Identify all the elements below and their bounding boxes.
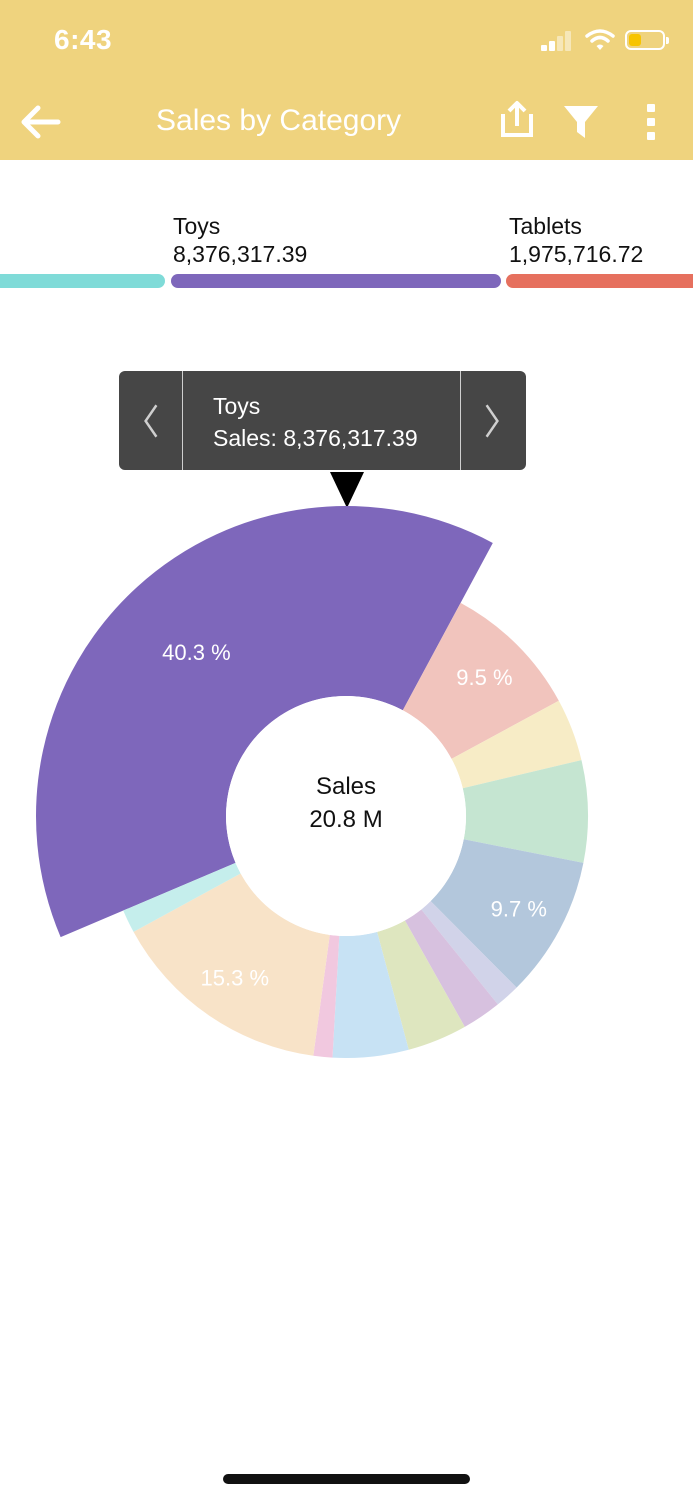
home-indicator bbox=[223, 1474, 470, 1484]
chevron-left-icon bbox=[144, 404, 158, 438]
donut-slice-7[interactable] bbox=[377, 920, 465, 1050]
tooltip-sales: Sales: 8,376,317.39 bbox=[213, 425, 418, 451]
donut-slice-8[interactable] bbox=[332, 931, 409, 1058]
back-button[interactable] bbox=[18, 100, 62, 144]
donut-slice-3[interactable] bbox=[462, 760, 588, 863]
share-icon bbox=[501, 101, 533, 137]
donut-slice-toys[interactable] bbox=[35, 505, 493, 938]
center-value: 20.8 M bbox=[309, 806, 383, 833]
legend-bar-tablets[interactable] bbox=[506, 274, 693, 288]
tooltip-prev-button[interactable] bbox=[119, 371, 183, 470]
donut-center-label: Sales 20.8 M bbox=[246, 770, 446, 836]
tooltip-pointer bbox=[330, 472, 364, 508]
cellular-signal-icon bbox=[541, 29, 573, 51]
wifi-icon bbox=[585, 29, 615, 50]
filter-button[interactable] bbox=[562, 102, 600, 142]
legend-item-toys[interactable]: Toys 8,376,317.39 bbox=[173, 212, 307, 268]
legend-item-tablets[interactable]: Tablets 1,975,716.72 bbox=[509, 212, 643, 268]
battery-icon bbox=[625, 30, 669, 50]
donut-slice-5[interactable] bbox=[421, 901, 517, 1005]
legend-bar-toys[interactable] bbox=[171, 274, 501, 288]
chevron-right-icon bbox=[485, 404, 499, 438]
arrow-left-icon bbox=[21, 105, 61, 139]
slice-label: 40.3 % bbox=[162, 640, 231, 665]
status-time: 6:43 bbox=[54, 24, 113, 55]
tooltip-category: Toys bbox=[213, 393, 261, 419]
donut-hole bbox=[226, 696, 466, 936]
legend-value: 8,376,317.39 bbox=[173, 241, 308, 267]
legend-name: Tablets bbox=[509, 213, 582, 239]
legend-scroller[interactable]: Toys 8,376,317.39 Tablets 1,975,716.72 bbox=[0, 160, 693, 310]
donut-slice-11[interactable] bbox=[123, 862, 241, 932]
app-header: 6:43 Sales by Category bbox=[0, 0, 693, 160]
donut-slice-4[interactable] bbox=[430, 839, 584, 988]
slice-label: 9.5 % bbox=[456, 665, 512, 690]
donut-chart[interactable]: 40.3 % 9.5 % 9.7 % 15.3 % bbox=[0, 480, 693, 1080]
chart-tooltip: Toys Sales: 8,376,317.39 bbox=[119, 371, 526, 470]
share-button[interactable] bbox=[498, 100, 536, 140]
legend-name: Toys bbox=[173, 213, 221, 239]
slice-label: 15.3 % bbox=[201, 965, 270, 990]
donut-slice-6[interactable] bbox=[404, 909, 498, 1027]
donut-slice-tablets[interactable] bbox=[402, 602, 559, 759]
legend-value: 1,975,716.72 bbox=[509, 241, 644, 267]
donut-slice-10[interactable] bbox=[133, 873, 330, 1056]
filter-icon bbox=[564, 106, 598, 138]
donut-slice-2[interactable] bbox=[451, 700, 582, 789]
legend-bar-partial[interactable] bbox=[0, 274, 165, 288]
center-title: Sales bbox=[315, 773, 377, 800]
more-vertical-icon bbox=[647, 104, 655, 140]
tooltip-next-button[interactable] bbox=[460, 371, 526, 470]
more-options-button[interactable] bbox=[638, 102, 664, 142]
donut-slice-9[interactable] bbox=[313, 934, 340, 1058]
status-icons bbox=[541, 28, 669, 52]
page-title: Sales by Category bbox=[156, 104, 402, 137]
slice-label: 9.7 % bbox=[491, 897, 547, 922]
